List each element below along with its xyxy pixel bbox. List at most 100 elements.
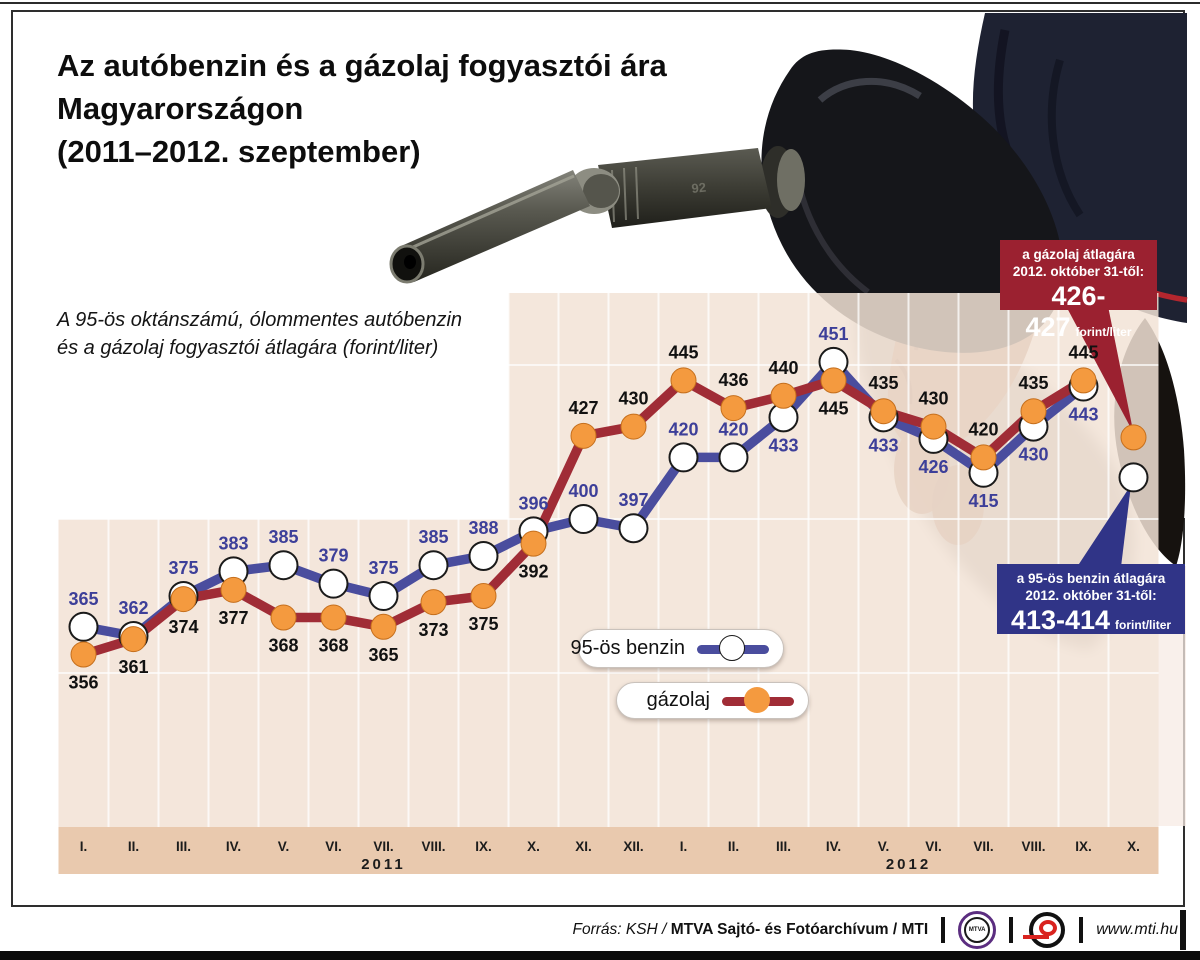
gazolaj-data-point <box>920 413 947 440</box>
footer: Forrás: KSH / MTVA Sajtó- és Fotóarchívu… <box>0 908 1200 952</box>
chart-content: I. II. III. IV. V. VI. VII. VIII. IX. X. XI. XII. I.… <box>58 293 1159 873</box>
legend-item-gazolaj: gázolaj <box>616 682 809 719</box>
benzin-value-label: 400 <box>568 481 598 501</box>
benzin-data-point <box>418 550 449 581</box>
legend-benzin-label: 95-ös benzin <box>570 637 685 659</box>
benzin-value-label: 451 <box>818 324 848 344</box>
gazolaj-data-point <box>420 589 447 616</box>
benzin-value-label: 426 <box>918 457 948 477</box>
gazolaj-data-point <box>220 576 247 603</box>
gazolaj-data-point <box>1070 367 1097 394</box>
month-label: VII. <box>973 839 993 854</box>
callout-gazolaj-unit: forint/liter <box>1075 325 1132 339</box>
callout-benzin-price: a 95-ös benzin átlagára 2012. október 31… <box>997 564 1185 635</box>
benzin-value-label: 383 <box>218 533 248 553</box>
callout-gazolaj-line2: 2012. október 31-től: <box>1012 264 1145 279</box>
benzin-value-label: 397 <box>618 490 648 510</box>
gazolaj-value-label: 440 <box>768 358 798 378</box>
benzin-value-label: 365 <box>68 589 98 609</box>
footer-right-cap <box>1180 910 1186 950</box>
callout-gazolaj-value: 426-427 <box>1025 281 1106 342</box>
gazolaj-value-label: 375 <box>468 614 498 634</box>
benzin-marker-swatch <box>719 634 745 661</box>
footer-divider <box>1009 917 1014 943</box>
gazolaj-value-label: 436 <box>718 370 748 390</box>
callout-benzin-value: 413-414 <box>1010 605 1111 635</box>
chart-subtitle: A 95-ös oktánszámú, ólommentes autóbenzi… <box>57 306 577 362</box>
gazolaj-data-point <box>720 395 747 422</box>
gazolaj-value-label: 368 <box>318 636 348 656</box>
gazolaj-data-point <box>470 583 497 609</box>
footer-divider <box>1079 917 1084 943</box>
gazolaj-data-point <box>570 422 597 449</box>
benzin-value-label: 385 <box>418 527 448 547</box>
gazolaj-value-label: 420 <box>968 419 998 439</box>
month-label: III. <box>776 839 791 854</box>
month-label: IV. <box>826 839 841 854</box>
callout-gazolaj-line1: a gázolaj átlagára <box>1022 247 1135 262</box>
title-line-3: (2011–2012. szeptember) <box>57 134 421 169</box>
outer-top-border <box>0 2 1200 4</box>
gazolaj-value-label: 435 <box>1018 373 1048 393</box>
benzin-data-point <box>318 568 349 599</box>
source-prefix: Forrás: KSH / <box>572 921 667 938</box>
gazolaj-data-point <box>70 641 97 668</box>
benzin-data-point <box>568 504 599 534</box>
gazolaj-data-point <box>370 613 397 640</box>
year-label: 2011 <box>361 856 406 873</box>
benzin-value-label: 379 <box>318 546 348 566</box>
nozzle-joint <box>777 149 805 211</box>
benzin-value-label: 375 <box>168 558 198 578</box>
month-label: X. <box>1127 839 1140 854</box>
benzin-value-label: 362 <box>118 598 148 618</box>
source-archive: MTVA Sajtó- és Fotóarchívum <box>670 921 889 938</box>
gazolaj-value-label: 430 <box>618 389 648 409</box>
gazolaj-value-label: 356 <box>68 673 98 693</box>
benzin-data-point <box>718 442 749 473</box>
month-label: II. <box>128 839 139 854</box>
gazolaj-callout-arrow <box>1066 306 1134 433</box>
mtva-logo-text: MTVA <box>964 917 991 943</box>
benzin-value-label: 396 <box>518 493 548 513</box>
month-label: III. <box>176 839 191 854</box>
benzin-data-point <box>468 540 499 571</box>
month-label: V. <box>278 839 290 854</box>
benzin-value-label: 375 <box>368 558 398 578</box>
gazolaj-data-point <box>770 382 797 409</box>
month-label: I. <box>680 839 688 854</box>
legend-gazolaj-label: gázolaj <box>646 689 710 711</box>
callout-benzin-line2: 2012. október 31-től: <box>1025 588 1157 603</box>
benzin-value-label: 385 <box>268 527 298 547</box>
gazolaj-marker-swatch <box>744 686 770 713</box>
month-label: VII. <box>373 839 393 854</box>
month-label: VIII. <box>1021 839 1045 854</box>
gazolaj-value-label: 427 <box>568 398 598 418</box>
gazolaj-data-point <box>1020 398 1047 425</box>
benzin-value-label: 420 <box>668 419 698 439</box>
legend-benzin-sample <box>697 634 769 664</box>
gazolaj-data-point <box>120 626 147 653</box>
footer-divider <box>941 917 946 943</box>
nozzle-spout <box>399 170 590 282</box>
nozzle-collar-inner <box>583 174 619 208</box>
month-label: II. <box>728 839 739 854</box>
gazolaj-value-label: 368 <box>268 636 298 656</box>
outer-bottom-border <box>0 951 1200 960</box>
benzin-callout-arrow <box>1077 485 1131 567</box>
month-label: IV. <box>226 839 241 854</box>
gazolaj-data-point <box>820 367 847 394</box>
handle-highlight <box>817 77 922 103</box>
legend-item-benzin: 95-ös benzin <box>570 629 784 668</box>
mti-logo-ring <box>1029 912 1066 948</box>
gazolaj-value-label: 374 <box>168 617 198 637</box>
subtitle-line-2: és a gázolaj fogyasztói átlagára (forint… <box>57 337 439 359</box>
spout-tip-hole <box>404 255 416 269</box>
gazolaj-value-label: 445 <box>668 342 698 362</box>
month-label: V. <box>878 839 890 854</box>
benzin-value-label: 430 <box>1018 445 1048 465</box>
website-link[interactable]: www.mti.hu <box>1096 921 1178 938</box>
month-label: I. <box>80 839 88 854</box>
benzin-value-label: 443 <box>1068 405 1098 425</box>
month-label: VI. <box>325 839 342 854</box>
